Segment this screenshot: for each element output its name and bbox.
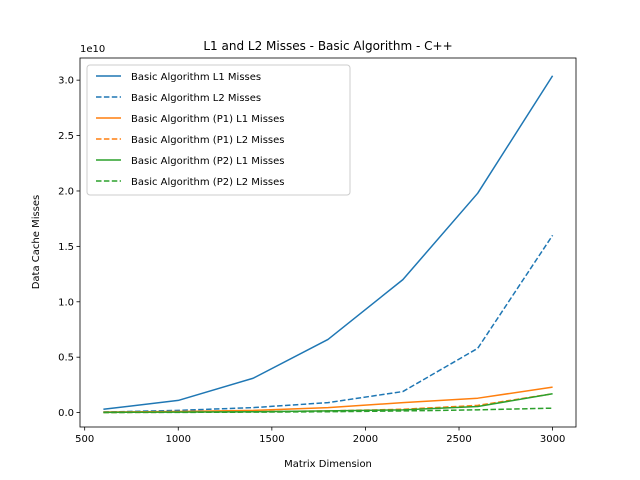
y-tick-label: 3.0 bbox=[58, 76, 74, 87]
y-tick-label: 1.0 bbox=[58, 297, 74, 308]
legend-label: Basic Algorithm (P2) L2 Misses bbox=[131, 177, 284, 188]
legend-label: Basic Algorithm L2 Misses bbox=[131, 93, 261, 104]
legend-label: Basic Algorithm (P1) L2 Misses bbox=[131, 135, 284, 146]
series-line-2 bbox=[103, 234, 554, 413]
x-tick-label: 3000 bbox=[540, 434, 565, 445]
legend: Basic Algorithm L1 Misses Basic Algorithm… bbox=[86, 64, 351, 196]
y-tick-label: 2.5 bbox=[58, 131, 74, 142]
x-tick-label: 2500 bbox=[446, 434, 471, 445]
x-axis-label: Matrix Dimension bbox=[284, 459, 372, 470]
y-offset-label: 1e10 bbox=[80, 44, 105, 55]
legend-box bbox=[86, 64, 351, 196]
x-tick-label: 500 bbox=[75, 434, 94, 445]
series-lines bbox=[103, 75, 554, 414]
axes-frame bbox=[79, 57, 577, 428]
y-axis-label: Data Cache Misses bbox=[31, 195, 42, 290]
x-tick-label: 1000 bbox=[166, 434, 191, 445]
legend-label: Basic Algorithm (P1) L1 Misses bbox=[131, 114, 284, 125]
series-line-1 bbox=[103, 75, 554, 411]
y-tick-label: 0.5 bbox=[58, 353, 74, 364]
legend-label: Basic Algorithm L1 Misses bbox=[131, 72, 261, 83]
y-tick-label: 0.0 bbox=[58, 408, 74, 419]
axis-ticks: 500 1000 1500 2000 2500 3000 0.0 0.5 1.0 1.5 2.0 2.… bbox=[58, 76, 565, 445]
y-tick-label: 2.0 bbox=[58, 186, 74, 197]
y-tick-label: 1.5 bbox=[58, 242, 74, 253]
x-tick-label: 1500 bbox=[259, 434, 284, 445]
series-line-6 bbox=[103, 407, 553, 414]
legend-label: Basic Algorithm (P2) L1 Misses bbox=[131, 156, 284, 167]
chart-title: L1 and L2 Misses - Basic Algorithm - C++ bbox=[203, 39, 452, 53]
x-tick-label: 2000 bbox=[353, 434, 378, 445]
